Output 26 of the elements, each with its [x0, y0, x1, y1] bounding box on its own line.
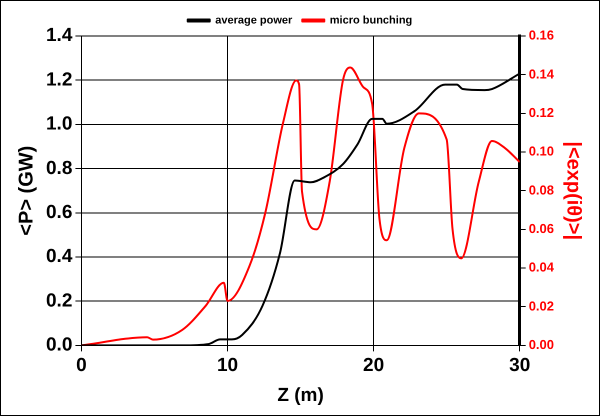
y-tick-label: 0.2 [46, 290, 72, 312]
x-tick-label: 0 [76, 355, 87, 376]
y-tick-label: 0.8 [46, 158, 72, 179]
y-tick-label: 1.0 [46, 114, 72, 135]
y2-tick-label: 0.06 [528, 220, 554, 236]
y-tick-label: 1.2 [46, 69, 72, 90]
y-tick-label: 0.0 [46, 334, 72, 356]
y-tick-label: 0.6 [46, 202, 72, 224]
y2-tick-label: 0.12 [528, 104, 554, 120]
y-tick-label: 0.4 [46, 246, 73, 268]
x-axis-title: Z (m) [277, 384, 324, 406]
x-tick-label: 30 [509, 355, 530, 376]
y2-tick-label: 0.04 [528, 260, 555, 275]
y2-tick-label: 0.08 [528, 182, 554, 198]
y2-axis-title: |<exp(iθ)>| [562, 141, 584, 240]
y-axis-title: <P> (GW) [16, 146, 38, 236]
legend-label: micro bunching [330, 14, 412, 27]
y2-tick-label: 0.10 [528, 144, 554, 159]
x-tick-label: 20 [363, 355, 384, 376]
legend-label: average power [215, 14, 293, 27]
y-tick-label: 1.4 [46, 25, 73, 46]
y2-tick-label: 0.16 [528, 28, 554, 43]
x-tick-label: 10 [216, 355, 238, 376]
y2-tick-label: 0.00 [528, 336, 554, 352]
y2-tick-label: 0.14 [528, 66, 555, 82]
y2-tick-label: 0.02 [528, 298, 554, 314]
